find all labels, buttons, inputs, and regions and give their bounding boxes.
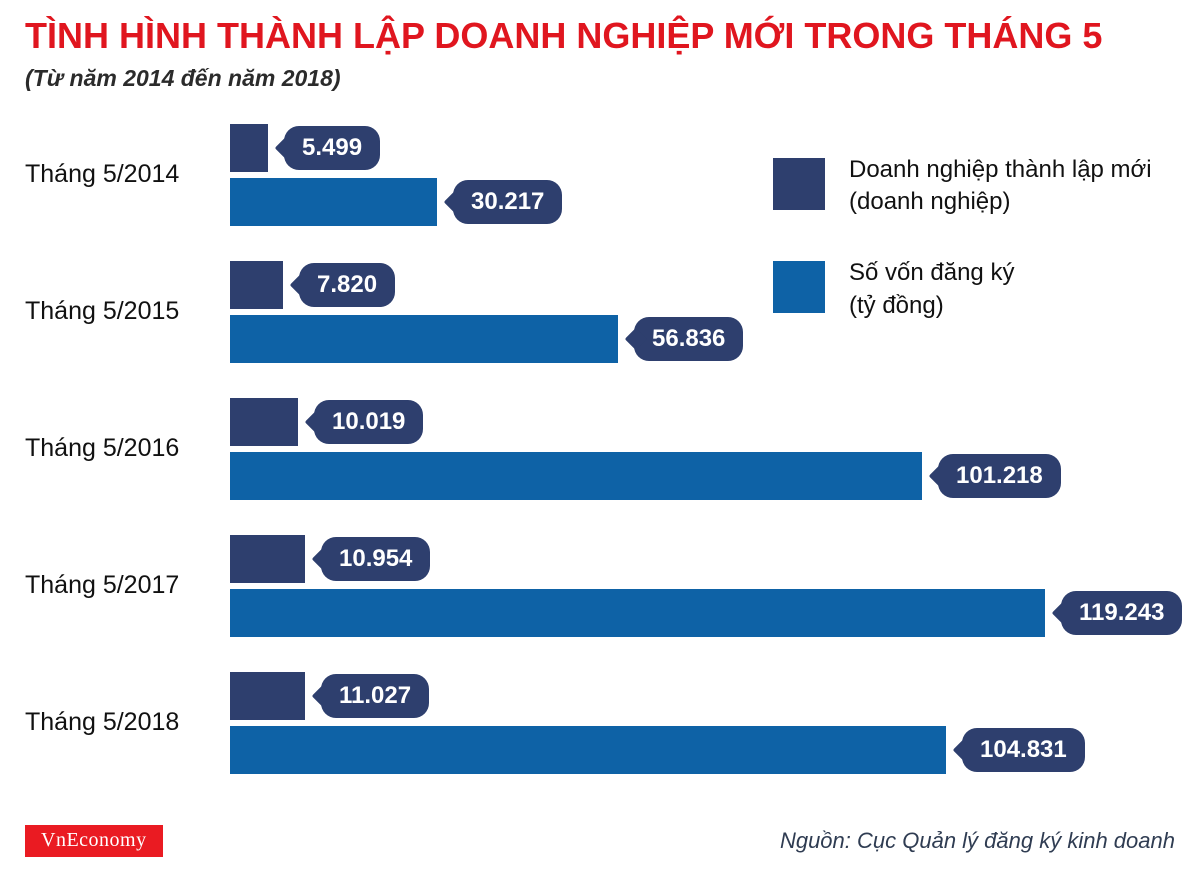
bar-registered-capital: [230, 588, 1045, 637]
page-subtitle: (Từ năm 2014 đến năm 2018): [25, 64, 341, 91]
category-label: Tháng 5/2018: [25, 708, 180, 737]
row-bars: 10.019 101.218: [230, 397, 1175, 500]
row-bars: 10.954 119.243: [230, 534, 1183, 637]
bar-new-businesses: [230, 260, 283, 309]
bar-line: 10.954: [230, 534, 1182, 583]
bar-line: 11.027: [230, 671, 1175, 720]
bar-registered-capital: [230, 451, 922, 500]
legend-label-line1: Doanh nghiệp thành lập mới: [849, 155, 1152, 183]
value-label: 104.831: [962, 727, 1085, 772]
chart-row: Tháng 5/2017 10.954 119.243: [25, 534, 1183, 637]
bar-line: 104.831: [230, 725, 1175, 774]
page-title: TÌNH HÌNH THÀNH LẬP DOANH NGHIỆP MỚI TRO…: [25, 15, 1103, 56]
chart-row: Tháng 5/2015 7.820 56.836: [25, 260, 1175, 363]
vneconomy-logo: VnEconomy: [25, 825, 163, 857]
value-label: 10.954: [321, 536, 431, 581]
bar-line: 119.243: [230, 588, 1183, 637]
value-label: 5.499: [284, 125, 381, 170]
value-label: 30.217: [453, 179, 563, 224]
legend-swatch-blue: [773, 261, 825, 314]
row-bars: 11.027 104.831: [230, 671, 1175, 774]
bar-line: 7.820: [230, 260, 1175, 309]
legend-label-line1: Số vốn đăng ký: [849, 259, 1015, 287]
category-label: Tháng 5/2015: [25, 297, 180, 326]
legend-label-line2: (doanh nghiệp): [849, 187, 1011, 215]
value-label: 11.027: [321, 673, 430, 718]
infographic-page: TÌNH HÌNH THÀNH LẬP DOANH NGHIỆP MỚI TRO…: [0, 16, 1200, 869]
value-label: 101.218: [938, 453, 1061, 498]
chart-row: Tháng 5/2014 5.499 30.217: [25, 123, 1175, 226]
chart-row: Tháng 5/2016 10.019 101.218: [25, 397, 1175, 500]
category-label: Tháng 5/2016: [25, 434, 180, 463]
bar-new-businesses: [230, 671, 305, 720]
legend-item-new-businesses: Doanh nghiệp thành lập mới (doanh nghiệp…: [773, 156, 1193, 219]
footer: VnEconomy Nguồn: Cục Quản lý đăng ký kin…: [25, 825, 1175, 857]
bar-registered-capital: [230, 314, 618, 363]
source-credit: Nguồn: Cục Quản lý đăng ký kinh doanh: [779, 828, 1175, 853]
legend-label-line2: (tỷ đồng): [849, 291, 944, 319]
bar-line: 5.499: [230, 123, 1175, 172]
bar-chart: Tháng 5/2014 5.499 30.217 Tháng 5/2015 7.820…: [25, 123, 1183, 774]
row-bars: 5.499 30.217: [230, 123, 1175, 226]
category-label: Tháng 5/2017: [25, 571, 180, 600]
chart-legend: Doanh nghiệp thành lập mới (doanh nghiệp…: [773, 156, 1193, 323]
bar-line: 56.836: [230, 314, 1175, 363]
bar-line: 101.218: [230, 451, 1175, 500]
legend-label: Số vốn đăng ký (tỷ đồng): [849, 257, 1014, 322]
bar-new-businesses: [230, 123, 268, 172]
value-label: 10.019: [314, 399, 424, 444]
bar-line: 30.217: [230, 177, 1175, 226]
legend-label: Doanh nghiệp thành lập mới (doanh nghiệp…: [849, 154, 1152, 219]
chart-rows: Tháng 5/2014 5.499 30.217 Tháng 5/2015 7.820…: [25, 123, 1183, 774]
bar-new-businesses: [230, 397, 298, 446]
bar-registered-capital: [230, 725, 946, 774]
category-label: Tháng 5/2014: [25, 160, 180, 189]
row-bars: 7.820 56.836: [230, 260, 1175, 363]
bar-line: 10.019: [230, 397, 1175, 446]
value-label: 56.836: [634, 316, 744, 361]
bar-new-businesses: [230, 534, 305, 583]
value-label: 7.820: [299, 262, 396, 307]
bar-registered-capital: [230, 177, 437, 226]
chart-row: Tháng 5/2018 11.027 104.831: [25, 671, 1175, 774]
legend-swatch-navy: [773, 157, 825, 210]
legend-item-registered-capital: Số vốn đăng ký (tỷ đồng): [773, 259, 1193, 322]
value-label: 119.243: [1061, 590, 1183, 635]
